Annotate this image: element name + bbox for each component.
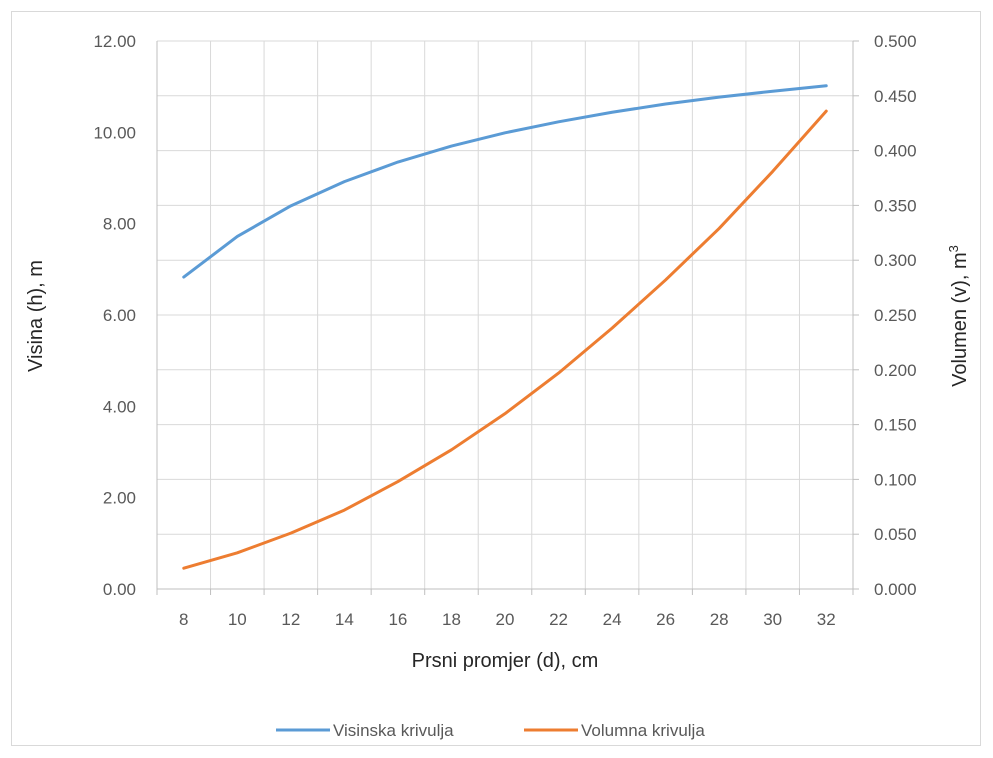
right-axis-ticks: 0.000 0.050 0.100 0.150 0.200 0.250 0.300 0.350…: [874, 32, 917, 599]
x-axis-tick-label: 20: [496, 610, 515, 629]
series-line-visinska-krivulja: [182, 84, 828, 279]
x-axis-tick-label: 24: [603, 610, 622, 629]
y-axis-tick-label: 0.00: [103, 580, 136, 599]
x-axis-tick-label: 22: [549, 610, 568, 629]
gridlines: [157, 40, 853, 589]
y2-axis-tick-label: 0.400: [874, 142, 917, 161]
x-axis-tick-label: 12: [281, 610, 300, 629]
y-axis-tick-label: 8.00: [103, 215, 136, 234]
x-axis-ticks: 8 10 12 14 16 18 20 22 24 26 28 30 32: [179, 610, 836, 629]
y-axis-tick-label: 10.00: [93, 123, 136, 142]
legend-label-visinska: Visinska krivulja: [333, 721, 454, 740]
y2-axis-tick-label: 0.250: [874, 306, 917, 325]
y2-axis-title: Volumen (v), m3: [946, 245, 971, 387]
y2-axis-tick-label: 0.200: [874, 361, 917, 380]
legend-label-volumna: Volumna krivulja: [581, 721, 705, 740]
y-axis-title: Visina (h), m: [25, 260, 47, 372]
y2-axis-tick-label: 0.050: [874, 525, 917, 544]
x-axis-tick-label: 32: [817, 610, 836, 629]
x-axis-tick-label: 10: [228, 610, 247, 629]
y2-axis-tick-label: 0.350: [874, 196, 917, 215]
x-axis-tick-label: 18: [442, 610, 461, 629]
x-axis-title: Prsni promjer (d), cm: [412, 650, 599, 672]
series-line-volumna-krivulja: [182, 109, 828, 570]
y-axis-tick-label: 4.00: [103, 397, 136, 416]
x-axis-tick-label: 28: [710, 610, 729, 629]
y2-axis-title-text: Volumen (v), m: [949, 252, 971, 386]
y2-axis-title-superscript: 3: [946, 245, 961, 252]
y-axis-tick-label: 12.00: [93, 32, 136, 51]
x-axis-tick-label: 26: [656, 610, 675, 629]
left-axis-ticks: 0.00 2.00 4.00 6.00 8.00 10.00 12.00: [93, 32, 136, 599]
y2-axis-tick-label: 0.450: [874, 87, 917, 106]
axes: [156, 40, 859, 595]
y2-axis-tick-label: 0.300: [874, 251, 917, 270]
y-axis-tick-label: 2.00: [103, 489, 136, 508]
y2-axis-tick-label: 0.000: [874, 580, 917, 599]
y2-axis-tick-label: 0.500: [874, 32, 917, 51]
x-axis-tick-label: 30: [763, 610, 782, 629]
y2-axis-tick-label: 0.100: [874, 470, 917, 489]
x-axis-tick-label: 8: [179, 610, 188, 629]
y2-axis-tick-label: 0.150: [874, 416, 917, 435]
y-axis-tick-label: 6.00: [103, 306, 136, 325]
series-lines: [182, 84, 828, 570]
legend: Visinska krivulja Volumna krivulja: [276, 721, 705, 740]
x-axis-tick-label: 14: [335, 610, 354, 629]
x-axis-tick-label: 16: [388, 610, 407, 629]
